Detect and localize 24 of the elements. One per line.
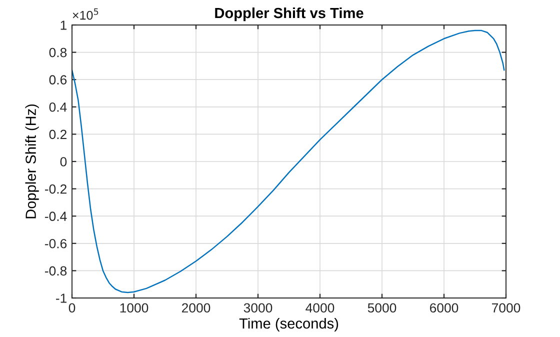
y-tick-label: 1 [60,20,66,30]
text: ×10$^{5}$ [72,8,98,20]
y-tick-label: 0.6 [49,75,67,85]
y-tick-label: -0.2 [44,184,66,194]
x-tick-label: 2000 [182,303,210,313]
x-tick-label: 1000 [120,303,148,313]
y-tick-label: -0.8 [44,266,67,276]
x-tick-label: 6000 [430,303,458,313]
y-tick-label: -0.4 [44,212,67,222]
x-axis-title: Time (seconds) [239,318,338,332]
y-tick-label: 0.4 [49,102,67,112]
x-tick-label: 4000 [306,303,334,313]
y-tick-label: 0.8 [49,48,67,58]
x-tick-label: 5000 [368,303,396,313]
y-tick-label: -0.6 [44,238,67,248]
line-series [72,30,505,294]
y-axis-title: Doppler Shift (Hz) [25,104,39,218]
y-tick-label: 0 [60,157,67,166]
chart-title: Doppler Shift vs Time [215,7,364,22]
x-tick-label: 7000 [492,303,520,313]
y-tick-label: 0.2 [49,130,66,140]
x-tick-label: 0 [68,303,76,313]
x-tick-label: 3000 [244,303,272,313]
y-tick-label: -1 [56,294,66,303]
